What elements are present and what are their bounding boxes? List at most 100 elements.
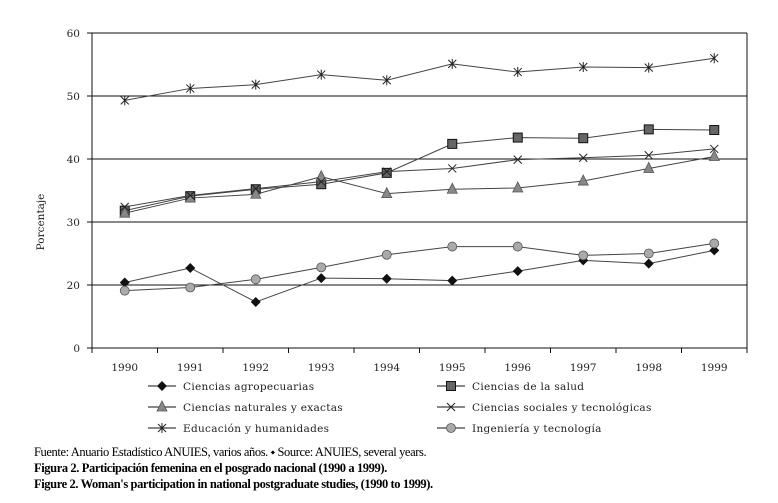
data-point <box>251 79 261 90</box>
legend-label: Ciencias sociales y tecnológicas <box>472 402 652 414</box>
y-axis-label: Porcentaje <box>35 194 47 251</box>
legend-marker <box>157 423 167 433</box>
series-line <box>124 57 715 101</box>
x-tick-label: 1995 <box>439 362 466 374</box>
data-point <box>578 250 589 261</box>
x-tick-label: 1998 <box>635 362 662 374</box>
data-point <box>447 241 458 252</box>
x-tick-label: 1993 <box>308 362 335 374</box>
legend-label: Ciencias agropecuarias <box>183 381 314 393</box>
data-point <box>316 273 327 284</box>
series-diamond <box>119 245 720 308</box>
data-point <box>512 181 524 193</box>
series-asterisk <box>120 53 719 106</box>
series-line <box>124 242 715 292</box>
legend-item: Ciencias de la salud <box>437 381 584 393</box>
legend-label: Educación y humanidades <box>183 423 329 435</box>
figure-caption-es: Figura 2. Participación femenina en el p… <box>34 461 387 475</box>
y-tick-label: 30 <box>67 217 80 229</box>
data-point <box>513 155 523 164</box>
data-point <box>447 58 457 69</box>
data-point <box>316 69 326 80</box>
data-point <box>709 245 720 256</box>
x-tick-label: 1991 <box>177 362 204 374</box>
data-point <box>643 161 655 173</box>
data-point <box>447 138 458 149</box>
series-triangle <box>119 149 720 218</box>
legend-item: Ingeniería y tecnología <box>437 423 602 435</box>
legend-marker <box>157 381 167 391</box>
data-point <box>643 124 654 135</box>
series-line <box>124 148 715 208</box>
data-point <box>446 182 458 194</box>
legend-marker <box>156 400 168 412</box>
data-point <box>643 258 654 269</box>
data-point <box>382 75 392 86</box>
data-point <box>709 53 719 64</box>
series-line <box>124 249 715 303</box>
data-point <box>316 262 327 273</box>
data-point <box>120 202 130 212</box>
data-point <box>578 153 588 163</box>
series-line <box>124 155 715 214</box>
series-square <box>119 124 720 216</box>
data-point <box>250 274 261 285</box>
data-point <box>447 275 458 286</box>
data-point <box>578 62 588 73</box>
data-point <box>185 282 196 293</box>
data-point <box>709 125 720 136</box>
legend-item: Ciencias naturales y exactas <box>148 400 343 414</box>
data-point <box>512 241 523 252</box>
data-point <box>709 144 719 154</box>
data-point <box>708 149 720 161</box>
series-circle <box>119 238 720 296</box>
legend-label: Ciencias de la salud <box>472 381 584 393</box>
data-point <box>709 238 720 249</box>
data-point <box>119 277 130 288</box>
data-point <box>447 164 457 173</box>
data-point <box>184 191 196 203</box>
figure-caption-en: Figure 2. Woman's participation in natio… <box>34 477 433 491</box>
data-point <box>185 191 195 200</box>
source-note: Fuente: Anuario Estadístico ANUIES, vari… <box>34 445 427 459</box>
data-point <box>577 174 589 186</box>
data-point <box>644 150 654 160</box>
data-point <box>119 285 130 296</box>
y-tick-label: 20 <box>67 280 80 292</box>
data-point <box>381 186 393 199</box>
legend-marker <box>446 381 456 391</box>
y-tick-label: 40 <box>67 154 80 166</box>
data-point <box>381 273 392 284</box>
legend-marker <box>446 423 456 433</box>
data-point <box>185 83 195 94</box>
y-tick-label: 60 <box>67 28 80 40</box>
legend-marker <box>446 402 456 412</box>
legend-label: Ingeniería y tecnología <box>472 423 602 435</box>
data-point <box>644 62 654 73</box>
data-point <box>513 67 523 78</box>
data-point <box>316 177 326 187</box>
data-point <box>315 169 327 182</box>
legend-item: Educación y humanidades <box>148 423 329 435</box>
data-point <box>382 167 392 176</box>
x-tick-label: 1994 <box>373 362 400 374</box>
y-tick-label: 50 <box>67 91 80 103</box>
data-point <box>250 297 261 308</box>
data-point <box>185 262 196 273</box>
data-point <box>250 187 262 199</box>
data-point <box>578 133 589 144</box>
legend-item: Ciencias agropecuarias <box>148 381 314 393</box>
data-point <box>119 206 131 218</box>
data-point <box>512 132 523 143</box>
x-tick-label: 1999 <box>701 362 728 374</box>
series-x <box>120 144 719 212</box>
data-point <box>381 249 392 260</box>
data-point <box>251 184 261 193</box>
data-point <box>120 95 130 106</box>
x-tick-label: 1996 <box>504 362 531 374</box>
data-point <box>512 266 523 277</box>
x-tick-label: 1997 <box>570 362 597 374</box>
x-tick-label: 1990 <box>111 362 138 374</box>
legend-label: Ciencias naturales y exactas <box>183 402 343 414</box>
